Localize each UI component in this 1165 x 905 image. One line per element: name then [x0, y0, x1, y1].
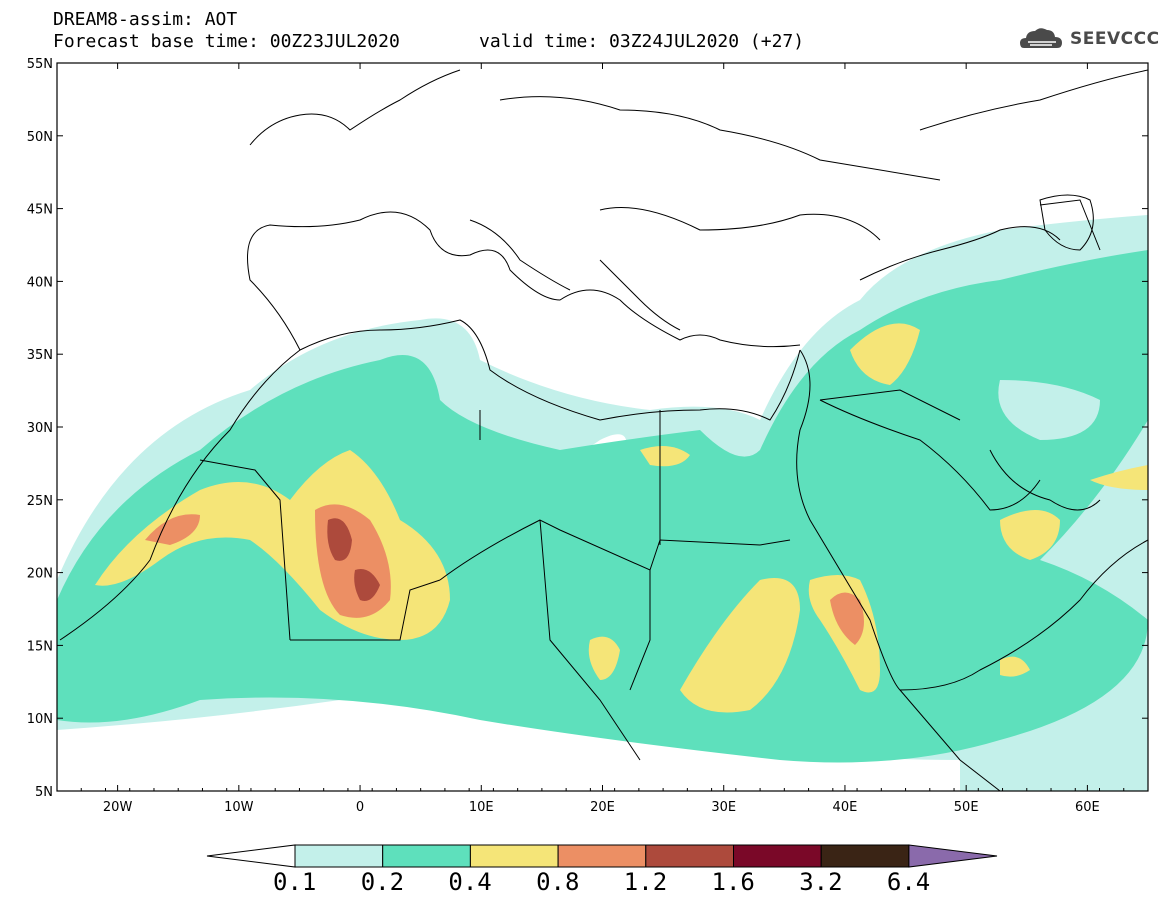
colorbar-label: 1.2 — [623, 868, 668, 896]
colorbar-segment — [382, 844, 471, 868]
lon-tick-label: 50E — [954, 800, 979, 815]
aot-field — [57, 215, 1148, 791]
lon-tick-label: 20W — [103, 800, 133, 815]
lat-tick-label: 40N — [27, 275, 53, 290]
lon-tick-label: 10W — [224, 800, 254, 815]
lon-tick-labels: 20W 10W 0 10E 20E 30E 40E 50E 60E — [103, 800, 1100, 815]
colorbar-label: 0.4 — [448, 868, 492, 896]
axis-ticks — [56, 62, 1149, 792]
lat-tick-label: 20N — [27, 567, 53, 582]
model-title: DREAM8-assim: AOT — [53, 9, 238, 30]
logo-text: SEEVCCC — [1070, 29, 1160, 49]
cloud-icon — [1020, 28, 1062, 48]
lat-tick-label: 10N — [27, 712, 53, 727]
lon-tick-label: 30E — [711, 800, 736, 815]
lat-tick-label: 30N — [27, 421, 53, 436]
lon-tick-label: 60E — [1075, 800, 1100, 815]
lat-tick-label: 45N — [27, 203, 53, 218]
colorbar-label: 3.2 — [799, 868, 843, 896]
lon-tick-label: 20E — [590, 800, 615, 815]
colorbar-segment — [294, 844, 384, 868]
colorbar-label: 0.8 — [536, 868, 580, 896]
lat-tick-label: 55N — [27, 57, 53, 72]
colorbar-segment — [557, 844, 647, 868]
colorbar-label: 0.2 — [360, 868, 405, 896]
lon-tick-label: 0 — [356, 800, 364, 815]
colorbar-label: 6.4 — [886, 868, 931, 896]
colorbar-low-arrow — [206, 844, 296, 868]
colorbar-label: 1.6 — [711, 868, 755, 896]
lon-tick-label: 10E — [469, 800, 494, 815]
colorbar-segment — [820, 844, 910, 868]
colorbar-segment — [469, 844, 559, 868]
lat-tick-label: 50N — [27, 130, 53, 145]
base-time: Forecast base time: 00Z23JUL2020 — [53, 31, 400, 52]
colorbar-label: 0.1 — [273, 868, 317, 896]
coastlines — [59, 69, 1148, 791]
colorbar-segment — [645, 844, 734, 868]
valid-time: valid time: 03Z24JUL2020 (+27) — [479, 31, 805, 52]
lat-tick-label: 15N — [27, 639, 53, 654]
lat-tick-labels: 55N 50N 45N 40N 35N 30N 25N 20N 15N 10N 5N — [27, 57, 53, 800]
aot-band-1.2 — [327, 518, 352, 561]
colorbar-segment — [733, 844, 822, 868]
lat-tick-label: 35N — [27, 348, 53, 363]
lon-tick-label: 40E — [833, 800, 858, 815]
lat-tick-label: 5N — [35, 785, 53, 800]
lat-tick-label: 25N — [27, 494, 53, 509]
colorbar-high-arrow — [908, 844, 998, 868]
colorbar — [206, 844, 998, 868]
